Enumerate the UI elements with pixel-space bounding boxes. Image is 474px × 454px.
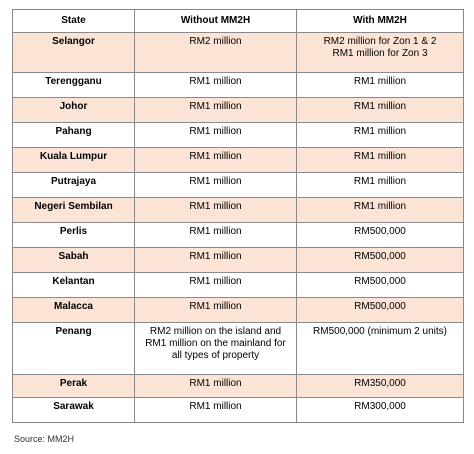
with-mm2h-cell: RM500,000 [296, 297, 464, 323]
state-cell: Sarawak [12, 397, 135, 423]
with-mm2h-cell: RM1 million [296, 122, 464, 148]
without-mm2h-cell: RM2 million on the island and RM1 millio… [134, 322, 297, 375]
state-cell: Johor [12, 97, 135, 123]
state-cell: Terengganu [12, 72, 135, 98]
table-row: Putrajaya RM1 million RM1 million [12, 172, 464, 198]
state-cell: Sabah [12, 247, 135, 273]
header-state: State [12, 9, 135, 33]
table-row: Negeri Sembilan RM1 million RM1 million [12, 197, 464, 223]
state-cell: Perak [12, 374, 135, 398]
without-mm2h-cell: RM1 million [134, 97, 297, 123]
with-mm2h-cell: RM350,000 [296, 374, 464, 398]
with-mm2h-line: RM2 million for Zon 1 & 2 [323, 36, 437, 47]
without-mm2h-line: RM2 million on the island and [149, 326, 282, 337]
table-row: Perak RM1 million RM350,000 [12, 374, 464, 398]
property-threshold-table: State Without MM2H With MM2H Selangor RM… [12, 9, 464, 423]
with-mm2h-cell: RM500,000 (minimum 2 units) [296, 322, 464, 375]
with-mm2h-cell: RM500,000 [296, 222, 464, 248]
state-cell: Kelantan [12, 272, 135, 298]
with-mm2h-cell: RM1 million [296, 172, 464, 198]
with-mm2h-cell: RM1 million [296, 72, 464, 98]
table-row: Perlis RM1 million RM500,000 [12, 222, 464, 248]
state-cell: Putrajaya [12, 172, 135, 198]
without-mm2h-cell: RM1 million [134, 197, 297, 223]
table-row: Penang RM2 million on the island and RM1… [12, 322, 464, 375]
header-with-mm2h: With MM2H [296, 9, 464, 33]
state-cell: Perlis [12, 222, 135, 248]
table-row: Malacca RM1 million RM500,000 [12, 297, 464, 323]
header-without-mm2h: Without MM2H [134, 9, 297, 33]
table-header-row: State Without MM2H With MM2H [12, 9, 464, 33]
without-mm2h-cell: RM1 million [134, 397, 297, 423]
state-cell: Pahang [12, 122, 135, 148]
table-row: Terengganu RM1 million RM1 million [12, 72, 464, 98]
state-cell: Kuala Lumpur [12, 147, 135, 173]
without-mm2h-line: all types of property [171, 350, 260, 361]
with-mm2h-line: RM1 million for Zon 3 [332, 48, 428, 59]
without-mm2h-cell: RM1 million [134, 172, 297, 198]
without-mm2h-cell: RM1 million [134, 122, 297, 148]
without-mm2h-cell: RM1 million [134, 297, 297, 323]
table-row: Kuala Lumpur RM1 million RM1 million [12, 147, 464, 173]
state-cell: Malacca [12, 297, 135, 323]
without-mm2h-cell: RM1 million [134, 374, 297, 398]
table-row: Pahang RM1 million RM1 million [12, 122, 464, 148]
table-row: Selangor RM2 million RM2 million for Zon… [12, 32, 464, 73]
without-mm2h-line: RM1 million on the mainland for [145, 338, 286, 349]
without-mm2h-cell: RM1 million [134, 147, 297, 173]
without-mm2h-cell: RM2 million [134, 32, 297, 73]
source-note: Source: MM2H [14, 434, 75, 444]
with-mm2h-cell: RM300,000 [296, 397, 464, 423]
state-cell: Negeri Sembilan [12, 197, 135, 223]
table-row: Kelantan RM1 million RM500,000 [12, 272, 464, 298]
with-mm2h-cell: RM1 million [296, 197, 464, 223]
without-mm2h-cell: RM1 million [134, 272, 297, 298]
without-mm2h-cell: RM1 million [134, 247, 297, 273]
with-mm2h-cell: RM500,000 [296, 272, 464, 298]
without-mm2h-cell: RM1 million [134, 222, 297, 248]
without-mm2h-cell: RM1 million [134, 72, 297, 98]
with-mm2h-cell: RM2 million for Zon 1 & 2 RM1 million fo… [296, 32, 464, 73]
with-mm2h-cell: RM1 million [296, 147, 464, 173]
table-row: Sabah RM1 million RM500,000 [12, 247, 464, 273]
with-mm2h-cell: RM500,000 [296, 247, 464, 273]
with-mm2h-cell: RM1 million [296, 97, 464, 123]
state-cell: Selangor [12, 32, 135, 73]
table-row: Johor RM1 million RM1 million [12, 97, 464, 123]
table-row: Sarawak RM1 million RM300,000 [12, 397, 464, 423]
state-cell: Penang [12, 322, 135, 375]
